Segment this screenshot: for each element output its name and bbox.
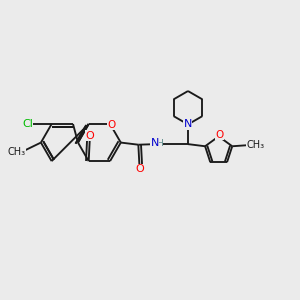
Text: O: O — [107, 120, 116, 130]
Text: O: O — [215, 130, 224, 140]
Text: O: O — [85, 131, 94, 141]
Text: Cl: Cl — [22, 119, 33, 129]
Text: O: O — [135, 164, 144, 174]
Text: N: N — [184, 119, 192, 129]
Text: N: N — [151, 138, 159, 148]
Text: CH₃: CH₃ — [8, 146, 26, 157]
Text: CH₃: CH₃ — [246, 140, 264, 150]
Text: H: H — [156, 139, 163, 148]
